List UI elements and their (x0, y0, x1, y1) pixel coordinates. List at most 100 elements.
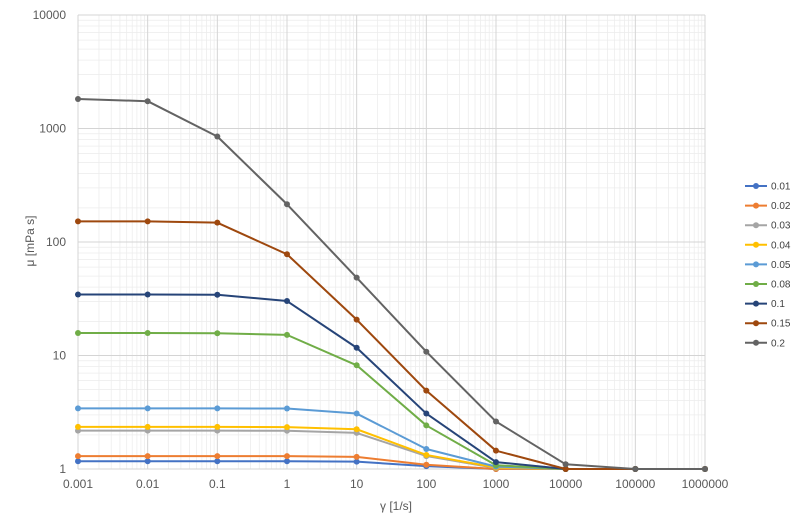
data-point (75, 453, 81, 460)
y-axis-ticks: 1 10 100 1000 10000 (33, 8, 67, 476)
data-point (423, 387, 430, 394)
data-point (214, 219, 221, 226)
data-point (702, 466, 708, 472)
legend-marker (753, 300, 759, 307)
legend-item: 0.02 (745, 201, 791, 212)
data-point (214, 458, 221, 465)
series-line (77, 97, 705, 470)
data-point (353, 453, 360, 460)
data-point (284, 251, 290, 258)
legend-item: 0.15 (745, 319, 791, 330)
data-point (493, 418, 499, 425)
data-point (353, 344, 360, 351)
x-tick-label: 1000000 (682, 477, 729, 491)
data-point (214, 133, 221, 140)
y-axis-title: μ [mPa s] (23, 216, 37, 267)
data-point (144, 458, 151, 465)
data-point (144, 453, 151, 460)
data-point (144, 405, 151, 412)
legend-marker (753, 320, 759, 327)
data-point (214, 291, 221, 298)
legend-marker (753, 183, 759, 189)
data-point (284, 201, 290, 208)
x-axis-ticks: 0.001 0.01 0.1 1 10 100 1000 10000 100000 1000000 (63, 477, 729, 491)
data-point (284, 453, 290, 460)
legend-label: 0.15 (771, 319, 791, 330)
data-point (75, 458, 81, 465)
data-point (353, 274, 360, 281)
data-point (214, 423, 221, 430)
data-point (214, 453, 221, 460)
data-point (562, 466, 569, 472)
x-tick-label: 100000 (615, 477, 655, 491)
data-point (75, 95, 81, 102)
legend-item: 0.2 (745, 338, 785, 349)
legend-item: 0.01 (745, 182, 791, 193)
legend-marker (753, 261, 759, 268)
data-point (214, 330, 221, 337)
legend-marker (753, 222, 759, 229)
data-point (75, 291, 81, 298)
legend-label: 0.05 (771, 260, 791, 271)
x-tick-label: 1000 (483, 477, 510, 491)
x-tick-label: 10000 (549, 477, 583, 491)
legend-label: 0.04 (771, 240, 791, 251)
series-0.15 (75, 218, 708, 472)
data-point (284, 298, 290, 305)
legend-item: 0.04 (745, 240, 791, 251)
legend-label: 0.03 (771, 221, 791, 232)
data-point (353, 426, 360, 433)
data-point (284, 458, 290, 465)
data-point (284, 405, 290, 412)
legend-label: 0.08 (771, 280, 791, 291)
series-line (78, 220, 705, 470)
data-point (353, 362, 360, 369)
data-point (144, 98, 151, 105)
data-point (284, 424, 290, 431)
data-point (284, 331, 290, 338)
legend: 0.01 0.02 0.03 0.04 0.05 0.08 0.1 0.15 0.2 (745, 182, 791, 349)
data-point (144, 423, 151, 430)
data-point (144, 218, 151, 225)
legend-label: 0.01 (771, 182, 791, 193)
y-tick-label: 10 (53, 349, 67, 363)
legend-item: 0.08 (745, 280, 791, 291)
x-tick-label: 1 (284, 477, 291, 491)
data-point (423, 446, 430, 453)
legend-label: 0.2 (771, 338, 785, 349)
legend-marker (753, 202, 759, 209)
legend-item: 0.1 (745, 299, 785, 310)
series-group (75, 95, 708, 472)
legend-item: 0.05 (745, 260, 791, 271)
data-point (423, 422, 430, 429)
data-point (423, 348, 430, 355)
data-point (353, 458, 360, 465)
data-point (632, 466, 639, 472)
data-point (493, 459, 499, 466)
legend-label: 0.1 (771, 299, 785, 310)
legend-item: 0.03 (745, 221, 791, 232)
x-tick-label: 10 (350, 477, 364, 491)
y-tick-label: 1 (59, 462, 66, 476)
y-tick-label: 1000 (39, 122, 66, 136)
data-point (144, 291, 151, 298)
x-axis-title: γ [1/s] (380, 499, 412, 513)
data-point (423, 410, 430, 417)
data-point (423, 461, 430, 468)
data-point (353, 410, 360, 417)
x-tick-label: 0.1 (209, 477, 226, 491)
x-tick-label: 0.01 (136, 477, 160, 491)
data-point (144, 329, 151, 336)
data-point (75, 218, 81, 225)
x-tick-label: 100 (416, 477, 436, 491)
data-point (75, 405, 81, 412)
legend-marker (753, 241, 759, 248)
data-point (353, 316, 360, 323)
data-point (214, 405, 221, 412)
y-tick-label: 10000 (33, 8, 67, 22)
data-point (493, 447, 499, 454)
legend-marker (753, 339, 759, 346)
